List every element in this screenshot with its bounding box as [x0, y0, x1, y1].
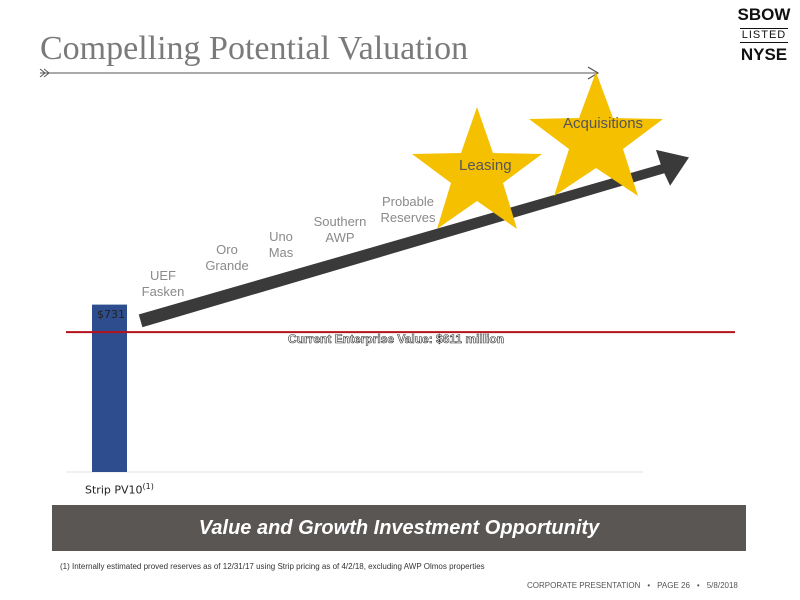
page-footer: CORPORATE PRESENTATION • PAGE 26 • 5/8/2018 — [527, 581, 738, 590]
growth-label-southern-awp: Southern AWP — [313, 214, 367, 245]
category-footnote-ref: (1) — [142, 482, 154, 491]
acquisitions-star — [529, 72, 663, 196]
value-growth-banner: Value and Growth Investment Opportunity — [52, 505, 746, 551]
growth-label-uef-fasken: UEF Fasken — [141, 268, 185, 299]
enterprise-value-label: Current Enterprise Value: $611 million — [288, 332, 505, 347]
footer-section: CORPORATE PRESENTATION — [527, 581, 641, 590]
leasing-star — [412, 107, 542, 229]
page-title: Compelling Potential Valuation — [40, 30, 469, 67]
growth-arrow — [137, 148, 691, 329]
category-text: Strip PV10 — [85, 483, 143, 497]
sbow-nyse-logo: SBOW LISTED NYSE — [734, 6, 794, 64]
x-category-label: Strip PV10(1) — [85, 482, 154, 497]
leasing-star-label: Leasing — [459, 157, 512, 174]
bar-chart — [66, 304, 735, 472]
footer-page: PAGE 26 — [657, 581, 690, 590]
acquisitions-star-label: Acquisitions — [563, 115, 644, 132]
logo-ticker: SBOW — [737, 5, 791, 24]
logo-listed: LISTED — [740, 28, 788, 43]
bar-value-label: $731 — [97, 308, 125, 321]
logo-exchange: NYSE — [740, 45, 788, 64]
footer-separator: • — [647, 581, 651, 590]
footer-date: 5/8/2018 — [706, 581, 738, 590]
bar-0 — [92, 304, 127, 472]
footnote: (1) Internally estimated proved reserves… — [60, 562, 485, 571]
title-underline-arrow — [39, 66, 600, 80]
growth-label-uno-mas: Uno Mas — [268, 229, 294, 260]
growth-label-probable-reserves: Probable Reserves — [380, 194, 436, 225]
footer-separator: • — [696, 581, 700, 590]
growth-label-oro-grande: Oro Grande — [205, 242, 249, 273]
